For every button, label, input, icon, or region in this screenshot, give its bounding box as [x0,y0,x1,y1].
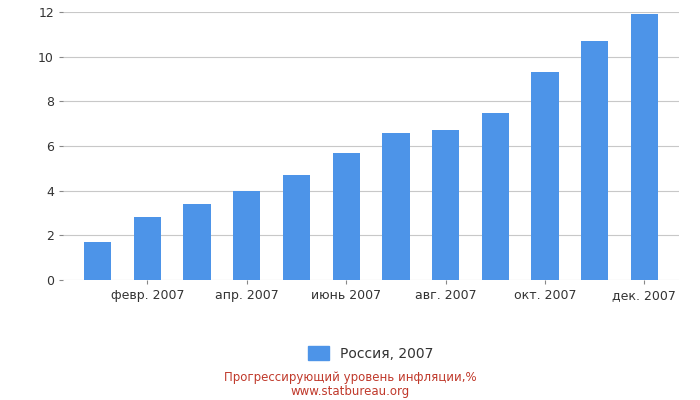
Bar [84,242,111,280]
Bar [134,218,161,280]
Text: Прогрессирующий уровень инфляции,%: Прогрессирующий уровень инфляции,% [224,372,476,384]
Bar [631,14,658,280]
Legend: Россия, 2007: Россия, 2007 [303,340,439,366]
Bar [233,191,260,280]
Bar [332,153,360,280]
Bar [581,41,608,280]
Bar [183,204,211,280]
Bar [482,112,509,280]
Bar [432,130,459,280]
Bar [283,175,310,280]
Text: www.statbureau.org: www.statbureau.org [290,385,410,398]
Bar [531,72,559,280]
Bar [382,133,410,280]
